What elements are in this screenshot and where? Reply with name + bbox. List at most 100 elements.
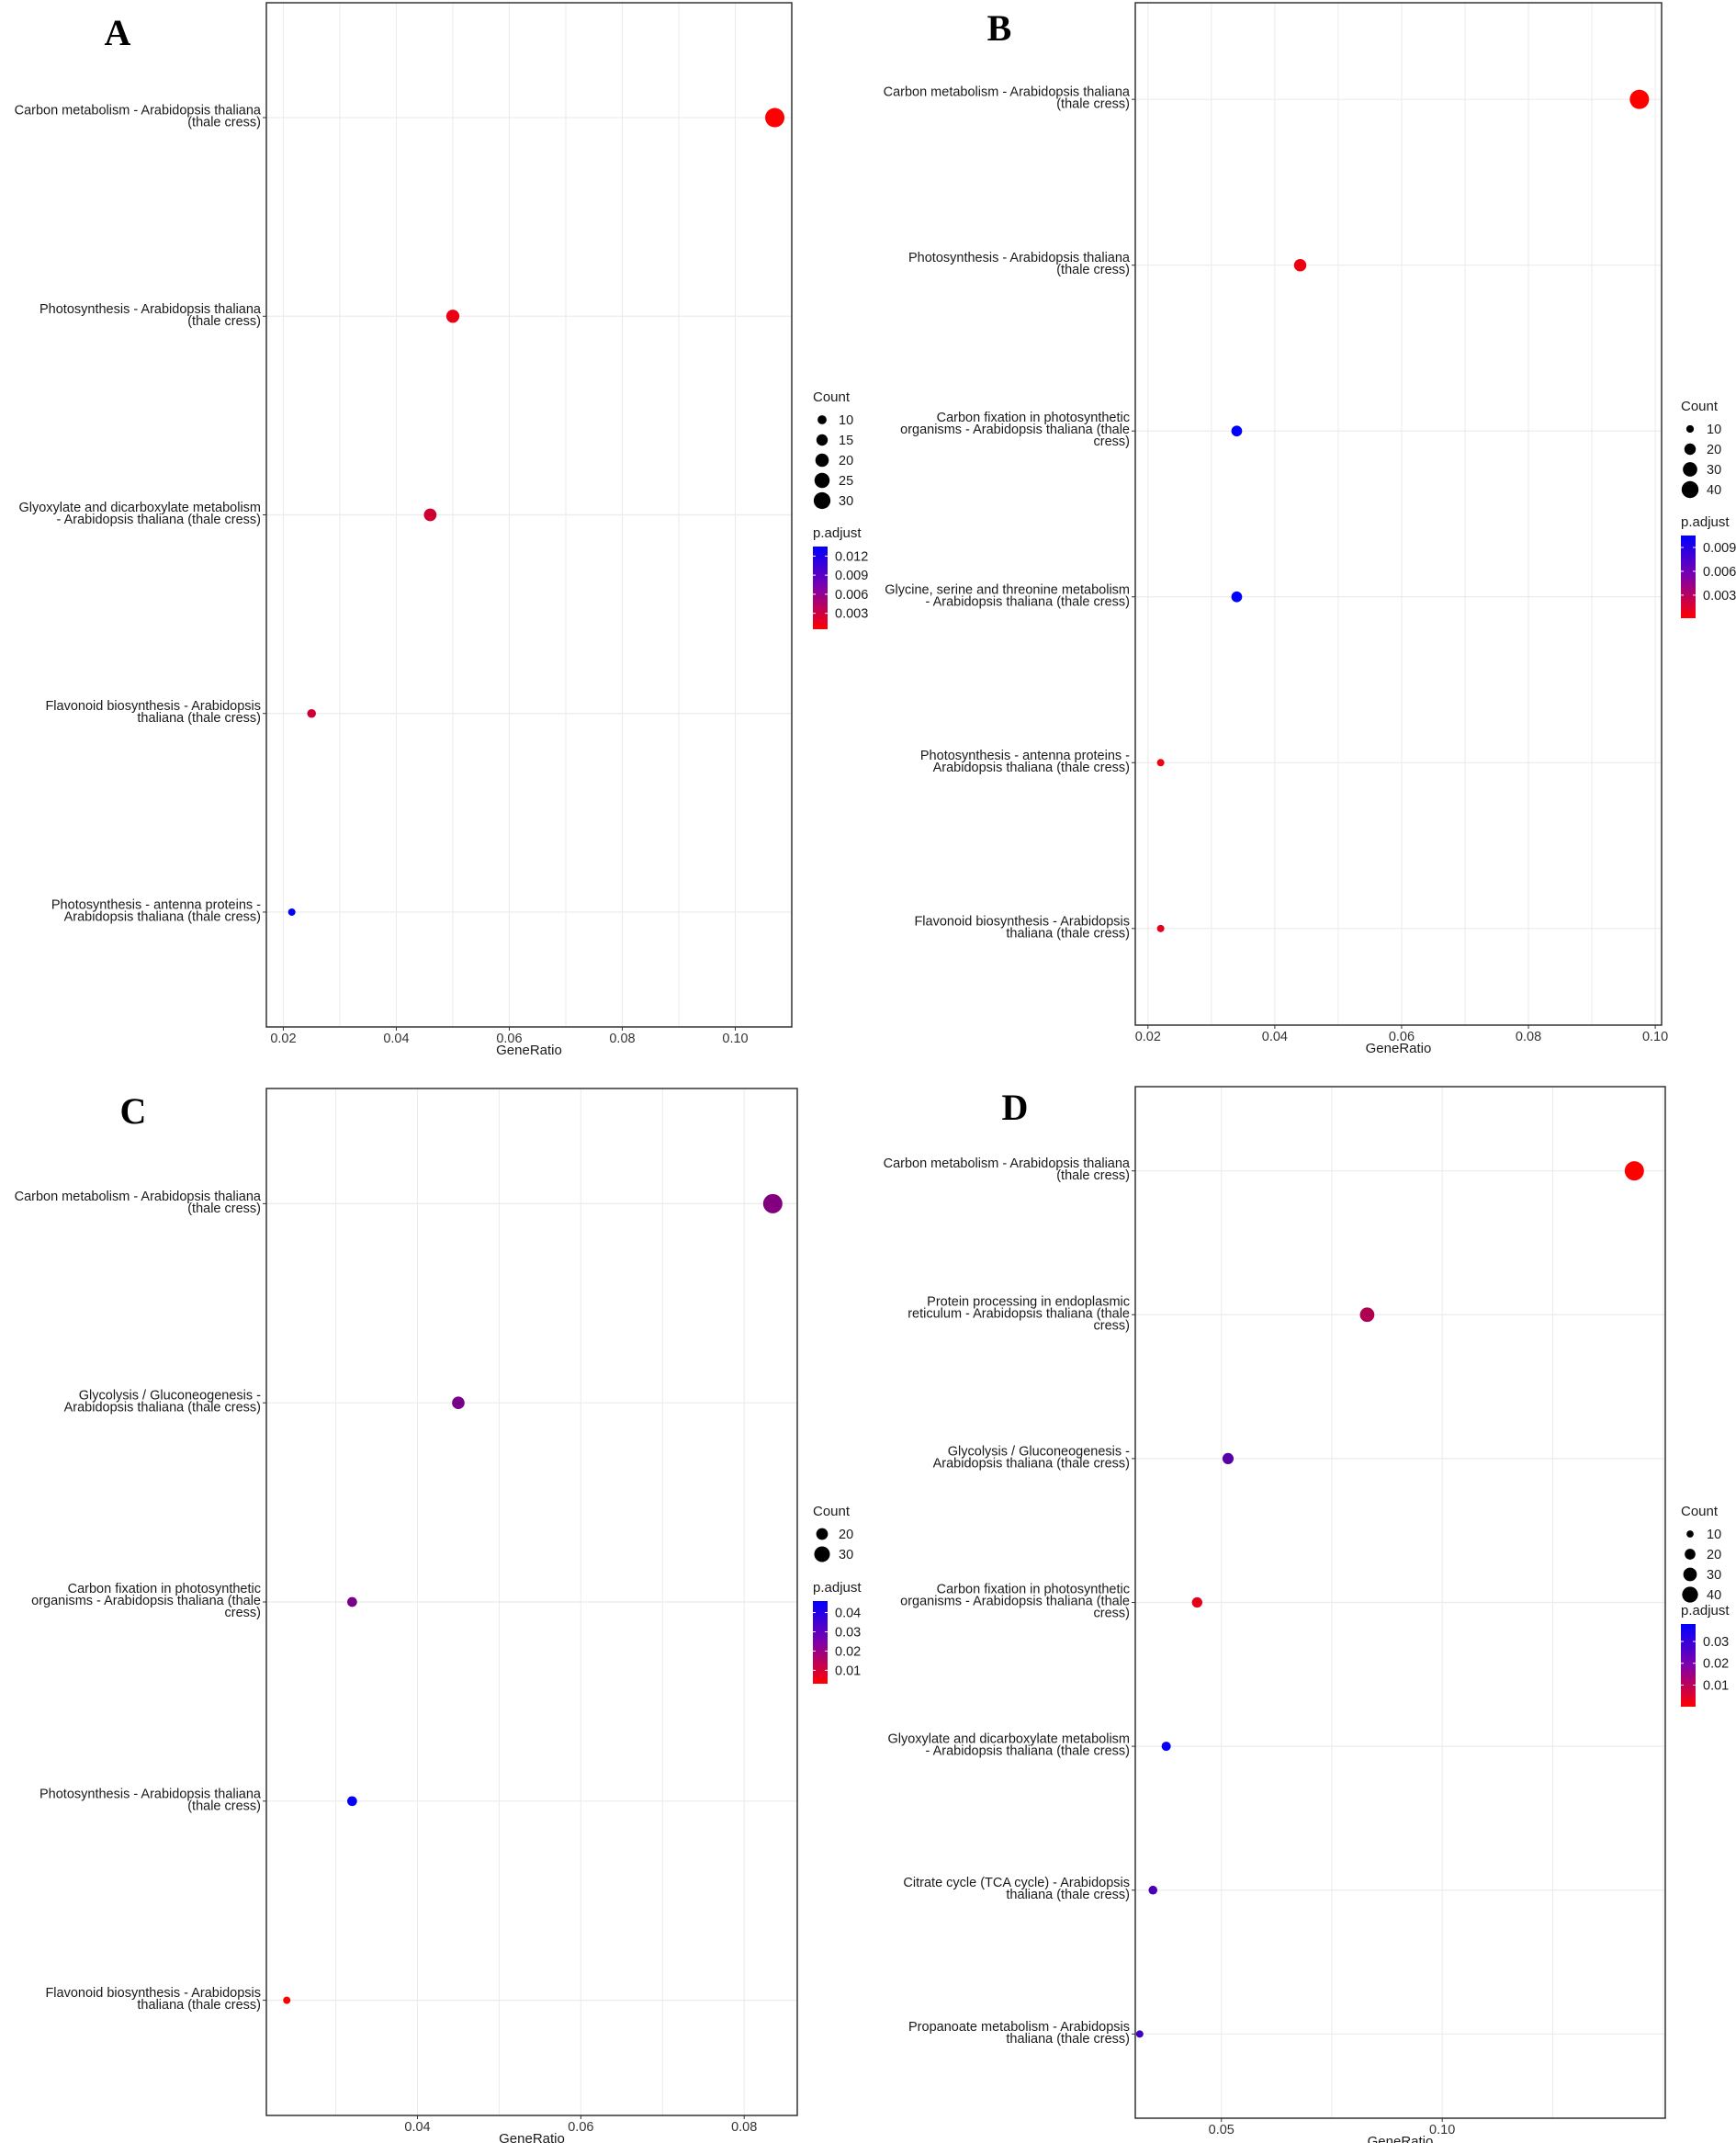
color-legend-title: p.adjust bbox=[1681, 514, 1730, 530]
color-legend-label: 0.02 bbox=[1703, 1657, 1729, 1672]
size-legend-key bbox=[816, 434, 829, 446]
panel-b: B Carbon metabolism - Arabidopsis thalian… bbox=[884, 2, 1736, 1056]
size-legend-key bbox=[1682, 1586, 1698, 1603]
color-legend-label: 0.009 bbox=[1703, 541, 1736, 556]
size-legend-label: 40 bbox=[1707, 1588, 1721, 1603]
data-point bbox=[287, 908, 296, 916]
size-legend-key bbox=[817, 415, 827, 424]
x-tick-label: 0.04 bbox=[1262, 1030, 1288, 1044]
size-legend-key bbox=[813, 491, 831, 510]
size-legend-label: 20 bbox=[1707, 443, 1721, 457]
data-point bbox=[1156, 759, 1165, 767]
data-point bbox=[452, 1396, 465, 1410]
data-point bbox=[765, 107, 785, 128]
panel-c: C Carbon metabolism - Arabidopsis thalian… bbox=[15, 1088, 862, 2143]
category-label: Photosynthesis - antenna proteins -Arabi… bbox=[920, 749, 1130, 775]
x-tick-label: 0.10 bbox=[722, 1032, 748, 1046]
size-legend-key bbox=[816, 1528, 829, 1540]
size-legend-key bbox=[814, 472, 830, 489]
x-tick-label: 0.08 bbox=[731, 2120, 757, 2135]
category-label: Carbon metabolism - Arabidopsis thaliana… bbox=[15, 1190, 262, 1216]
x-tick-label: 0.06 bbox=[568, 2120, 593, 2135]
data-point bbox=[1231, 425, 1243, 437]
x-tick-label: 0.06 bbox=[1389, 1030, 1415, 1044]
color-legend-label: 0.02 bbox=[835, 1644, 861, 1659]
size-legend-label: 30 bbox=[839, 1548, 853, 1562]
data-point bbox=[1222, 1452, 1234, 1464]
category-label: Carbon fixation in photosynthetic organis… bbox=[900, 1583, 1130, 1621]
x-tick-label: 0.02 bbox=[1135, 1030, 1161, 1044]
data-point bbox=[1231, 591, 1243, 603]
category-label: Glyoxylate and dicarboxylate metabolism -… bbox=[18, 501, 261, 527]
data-point bbox=[1293, 258, 1307, 272]
color-legend-title: p.adjust bbox=[813, 525, 862, 541]
panel-a: A Carbon metabolism - Arabidopsis thalian… bbox=[15, 2, 868, 1058]
data-point bbox=[423, 508, 437, 522]
data-point bbox=[347, 1796, 357, 1807]
data-point bbox=[762, 1193, 783, 1213]
size-legend-label: 15 bbox=[839, 434, 853, 448]
data-point bbox=[283, 1996, 291, 2004]
category-label: Propanoate metabolism - Arabidopsis thali… bbox=[908, 2020, 1130, 2047]
color-legend-bar bbox=[813, 547, 828, 629]
data-point bbox=[347, 1596, 357, 1607]
panel-letter: D bbox=[1002, 1087, 1029, 1128]
size-legend-label: 30 bbox=[1707, 1568, 1721, 1583]
x-tick-label: 0.10 bbox=[1642, 1030, 1668, 1044]
x-tick-label: 0.04 bbox=[404, 2120, 430, 2135]
color-legend-label: 0.03 bbox=[1703, 1635, 1729, 1650]
category-label: Flavonoid biosynthesis - Arabidopsis thal… bbox=[914, 914, 1130, 941]
color-legend-label: 0.009 bbox=[835, 569, 868, 583]
size-legend-key bbox=[1683, 1567, 1697, 1582]
category-label: Carbon metabolism - Arabidopsis thaliana… bbox=[884, 85, 1131, 112]
size-legend-label: 20 bbox=[839, 454, 853, 468]
panel-border bbox=[1134, 2, 1663, 1026]
panel-letter: C bbox=[120, 1090, 147, 1132]
color-legend-title: p.adjust bbox=[1681, 1603, 1730, 1619]
x-axis-title: GeneRatio bbox=[496, 1043, 562, 1058]
data-point bbox=[1624, 1161, 1644, 1181]
x-tick-label: 0.04 bbox=[383, 1032, 409, 1046]
color-legend-label: 0.03 bbox=[835, 1625, 861, 1640]
category-label: Carbon fixation in photosynthetic organis… bbox=[31, 1582, 261, 1620]
category-label: Protein processing in endoplasmic reticul… bbox=[907, 1294, 1130, 1333]
size-legend-key bbox=[1686, 1530, 1694, 1538]
size-legend-key bbox=[1685, 424, 1695, 434]
x-axis-title: GeneRatio bbox=[1368, 2134, 1434, 2143]
size-legend-title: Count bbox=[813, 1504, 851, 1519]
category-label: Glycolysis / Gluconeogenesis -Arabidopsi… bbox=[64, 1389, 262, 1416]
category-label: Flavonoid biosynthesis - Arabidopsis thal… bbox=[45, 1986, 261, 2013]
size-legend-title: Count bbox=[813, 389, 851, 405]
x-tick-label: 0.05 bbox=[1209, 2123, 1234, 2137]
size-legend-label: 30 bbox=[839, 494, 853, 509]
color-legend-label: 0.006 bbox=[835, 588, 868, 603]
x-axis-title: GeneRatio bbox=[1366, 1041, 1432, 1056]
color-legend-label: 0.01 bbox=[835, 1664, 861, 1678]
panel-d: D Carbon metabolism - Arabidopsis thalian… bbox=[884, 1086, 1730, 2143]
data-point bbox=[1161, 1742, 1171, 1752]
size-legend-label: 20 bbox=[839, 1528, 853, 1542]
category-label: Carbon fixation in photosynthetic organis… bbox=[900, 411, 1130, 449]
size-legend-key bbox=[1683, 462, 1697, 477]
size-legend-label: 20 bbox=[1707, 1548, 1721, 1562]
data-point bbox=[1359, 1307, 1375, 1323]
panel-letter: B bbox=[987, 7, 1012, 49]
data-point bbox=[1629, 89, 1650, 109]
panel-letter: A bbox=[105, 12, 131, 53]
size-legend-key bbox=[1685, 1549, 1696, 1560]
category-label: Photosynthesis - Arabidopsis thaliana (th… bbox=[39, 302, 262, 329]
color-legend-label: 0.012 bbox=[835, 549, 868, 564]
color-legend-label: 0.01 bbox=[1703, 1678, 1729, 1693]
color-legend-bar bbox=[1681, 1624, 1696, 1707]
category-label: Glyoxylate and dicarboxylate metabolism -… bbox=[887, 1732, 1130, 1759]
size-legend-key bbox=[1684, 443, 1697, 456]
x-tick-label: 0.06 bbox=[496, 1032, 522, 1046]
color-legend-title: p.adjust bbox=[813, 1580, 862, 1596]
x-tick-label: 0.10 bbox=[1429, 2123, 1455, 2137]
color-legend-label: 0.003 bbox=[1703, 589, 1736, 603]
color-legend-bar bbox=[1681, 536, 1696, 618]
data-point bbox=[1191, 1596, 1203, 1608]
size-legend-label: 10 bbox=[1707, 1528, 1721, 1542]
category-label: Glycine, serine and threonine metabolism… bbox=[885, 582, 1130, 609]
